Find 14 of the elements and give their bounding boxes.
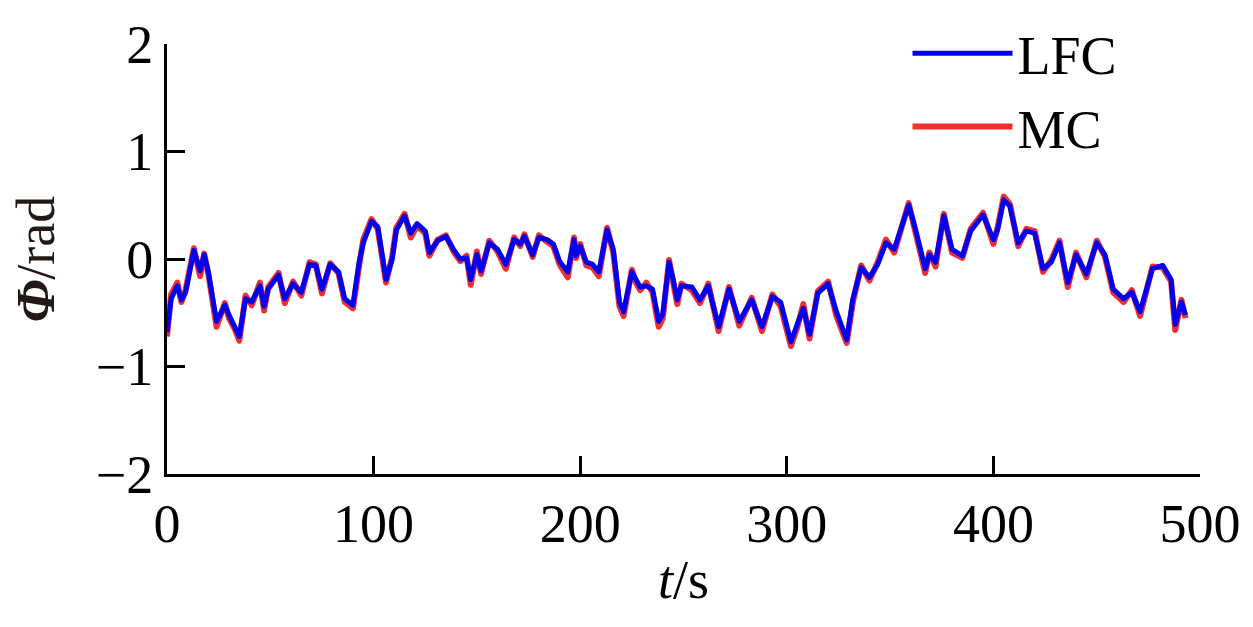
x-axis-title: t/s: [657, 550, 710, 611]
y-tick-label: 1: [126, 122, 154, 183]
x-tick-label: 100: [333, 493, 415, 554]
x-tick-label: 500: [1159, 493, 1241, 554]
legend-label: LFC: [1017, 26, 1117, 87]
y-tick-label: 2: [126, 14, 154, 75]
y-tick-label: 0: [126, 229, 154, 290]
legend-label: MC: [1017, 99, 1102, 160]
x-tick-label: 400: [952, 493, 1034, 554]
x-tick-label: 200: [539, 493, 621, 554]
x-tick-label: 300: [746, 493, 828, 554]
y-tick-label: −1: [95, 337, 154, 398]
y-tick-label: −2: [95, 444, 154, 505]
y-axis-title: Φ/rad: [6, 195, 67, 323]
